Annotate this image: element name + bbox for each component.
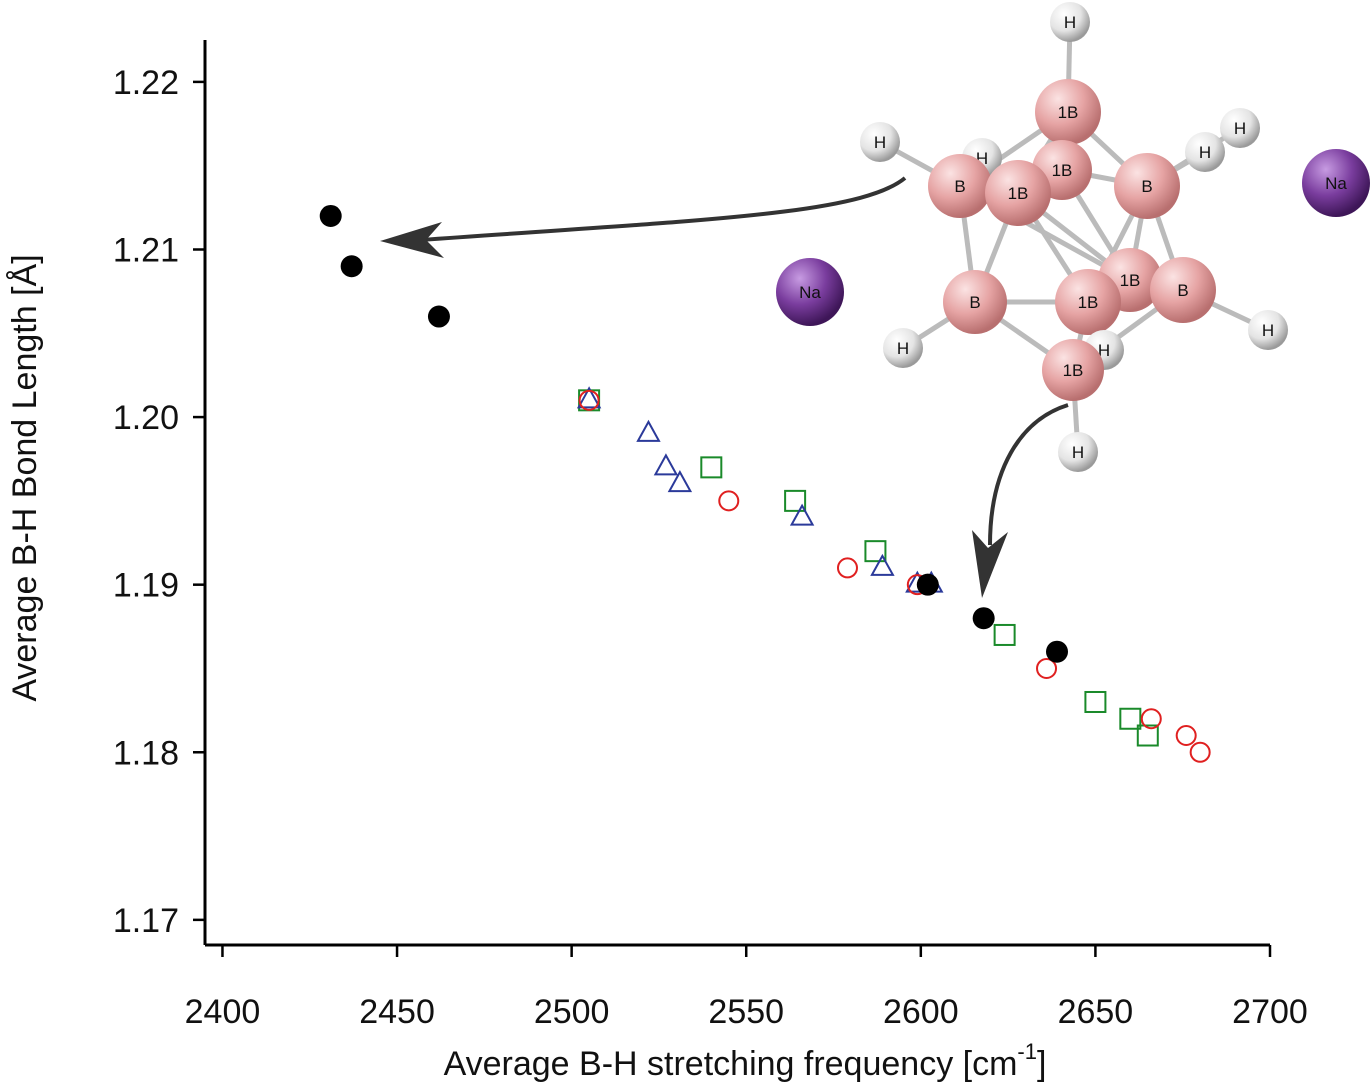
y-tick-label: 1.20: [113, 399, 179, 437]
atom-label: 1B: [1052, 161, 1073, 180]
hydrogen-atom: [883, 328, 923, 368]
hydrogen-atom: [1050, 2, 1090, 42]
data-point-open-square: [700, 456, 723, 479]
x-tick-label: 2550: [708, 993, 784, 1031]
data-point-open-square: [1119, 707, 1142, 730]
data-point-open-square: [1084, 690, 1107, 713]
x-axis-ticks: 2400 2450 2500 2550 2600 2650 2700: [185, 945, 1308, 1031]
atom-label: H: [874, 133, 886, 152]
atom-label: 1B: [1008, 184, 1029, 203]
boron-atom: [1055, 269, 1121, 335]
arrow-to-lower-point: [988, 403, 1069, 546]
y-tick-label: 1.17: [113, 902, 179, 940]
boron-atom: [1035, 79, 1101, 145]
y-tick-label: 1.19: [113, 567, 179, 605]
hydrogen-atom: [860, 122, 900, 162]
data-point-open-circle: [1036, 657, 1058, 679]
arrow-to-lower-point-head: [972, 530, 1008, 598]
data-point-filled-circle: [427, 305, 450, 328]
data-point-open-triangle: [653, 453, 679, 476]
y-tick-label: 1.18: [113, 734, 179, 772]
hydrogen-atom: [1248, 310, 1288, 350]
x-tick-label: 2600: [883, 993, 959, 1031]
x-axis-title: Average B-H stretching frequency [cm-1]: [444, 1039, 1047, 1083]
atom-label: B: [954, 177, 965, 196]
atom-label: Na: [799, 283, 821, 302]
x-axis-title-superscript: -1: [1017, 1039, 1037, 1064]
x-tick-label: 2450: [359, 993, 435, 1031]
data-point-open-circle: [1140, 708, 1162, 730]
data-point-open-circle: [1189, 741, 1211, 763]
atom-label: H: [1262, 321, 1274, 340]
y-tick-label: 1.22: [113, 64, 179, 102]
data-point-open-square: [864, 540, 887, 563]
data-point-open-triangle: [789, 503, 815, 526]
data-point-open-square: [993, 623, 1016, 646]
boron-atom: [1150, 257, 1216, 323]
atom-label: H: [897, 339, 909, 358]
data-point-open-square: [784, 489, 807, 512]
hydrogen-atom: [1185, 132, 1225, 172]
atom-label: B: [1141, 177, 1152, 196]
atom-label: 1B: [1058, 103, 1079, 122]
atom-label: 1B: [1063, 361, 1084, 380]
data-point-open-triangle: [667, 470, 693, 493]
data-point-open-triangle: [636, 419, 661, 442]
sodium-atom: [776, 258, 844, 326]
boron-atom: [928, 154, 992, 218]
atom-label: H: [1199, 143, 1211, 162]
y-axis-title: Average B-H Bond Length [Å]: [6, 254, 44, 701]
hydrogen-atom: [1058, 432, 1098, 472]
x-tick-label: 2400: [185, 993, 261, 1031]
data-point-filled-circle: [340, 255, 363, 278]
y-tick-label: 1.21: [113, 231, 179, 269]
data-point-open-circle: [578, 389, 600, 411]
sodium-atom: [1302, 149, 1370, 217]
data-points: [319, 204, 1211, 763]
x-tick-label: 2700: [1232, 993, 1308, 1031]
atom-label: 1B: [1120, 271, 1141, 290]
data-point-open-circle: [718, 490, 740, 512]
data-point-open-triangle: [870, 553, 895, 576]
atom-label: B: [969, 293, 980, 312]
axes: [203, 40, 1270, 947]
atom-label: H: [1064, 13, 1076, 32]
data-point-open-circle: [836, 557, 858, 579]
boron-atom: [1042, 339, 1104, 401]
boron-atom: [985, 160, 1051, 226]
boron-atom: [943, 270, 1007, 334]
data-point-filled-circle: [916, 573, 939, 596]
data-point-filled-circle: [319, 204, 342, 227]
atom-label: B: [1177, 281, 1188, 300]
data-point-open-triangle: [576, 386, 602, 409]
x-tick-label: 2500: [534, 993, 610, 1031]
data-point-filled-circle: [1046, 640, 1068, 663]
atom-label: H: [1234, 119, 1246, 138]
data-point-filled-circle: [972, 607, 995, 630]
data-point-open-square: [1136, 724, 1159, 747]
atom-label: H: [1072, 443, 1084, 462]
atom-label: Na: [1325, 174, 1347, 193]
x-axis-title-end: ]: [1037, 1045, 1046, 1083]
x-tick-label: 2650: [1058, 993, 1134, 1031]
data-point-open-circle: [1175, 725, 1197, 747]
y-axis-ticks: 1.17 1.18 1.19 1.20 1.21 1.22: [113, 64, 205, 940]
annotation-arrows: [380, 176, 1069, 598]
hydrogen-atom: [1220, 108, 1260, 148]
boron-atom: [1114, 153, 1180, 219]
atom-label: H: [1098, 341, 1110, 360]
x-axis-title-main: Average B-H stretching frequency [cm: [444, 1045, 1018, 1083]
arrow-to-upper-points-head: [380, 222, 444, 258]
atom-label: 1B: [1078, 293, 1099, 312]
arrow-to-upper-points: [419, 176, 907, 242]
